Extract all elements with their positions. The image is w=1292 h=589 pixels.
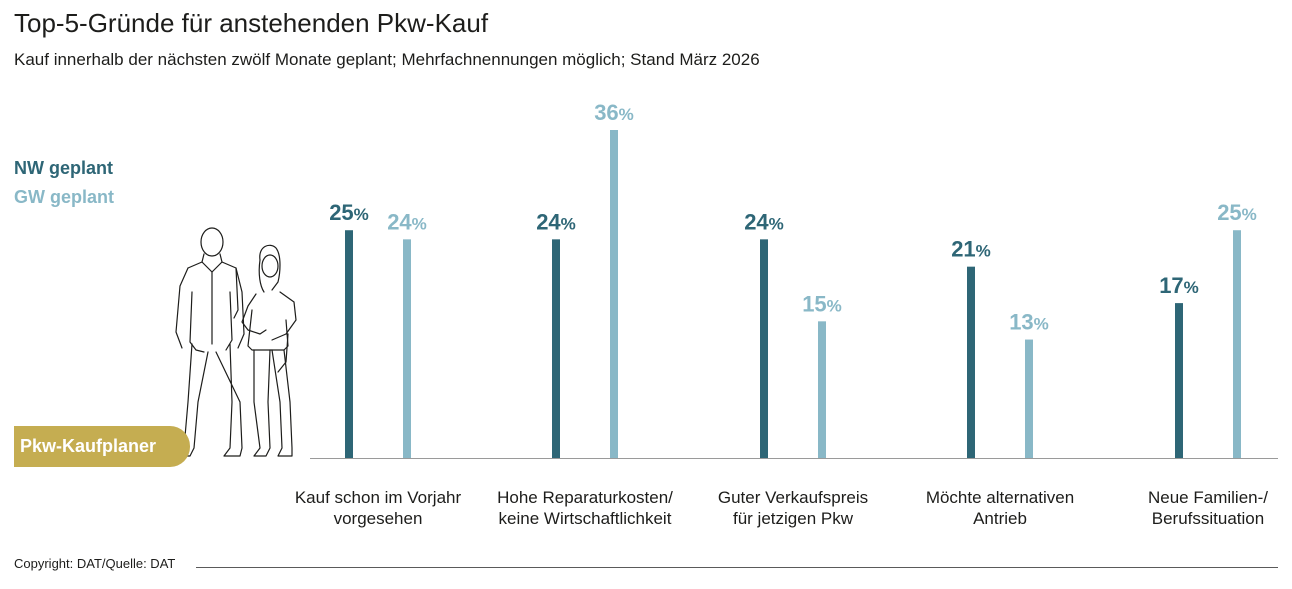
value-label-nw-5: 17% <box>1159 273 1199 298</box>
legend-gw: GW geplant <box>14 187 114 207</box>
copyright-note: Copyright: DAT/Quelle: DAT <box>14 556 176 571</box>
people-illustration-icon <box>175 227 297 457</box>
bar-gw-1 <box>403 239 411 458</box>
value-label-nw-1: 25% <box>329 200 369 225</box>
bar-nw-2 <box>552 239 560 458</box>
footer-divider <box>196 567 1278 568</box>
bar-gw-2 <box>610 130 618 458</box>
category-label-5: Neue Familien-/Berufssituation <box>1148 488 1268 528</box>
category-label-3: Guter Verkaufspreis für jetzigen Pkw <box>718 488 868 528</box>
value-label-gw-2: 36% <box>594 100 634 125</box>
bar-gw-4 <box>1025 339 1033 458</box>
bar-nw-3 <box>760 239 768 458</box>
bar-gw-3 <box>818 321 826 458</box>
pkw-kaufplaner-badge: Pkw-Kaufplaner <box>14 426 190 467</box>
bar-nw-1 <box>345 230 353 458</box>
chart-subtitle: Kauf innerhalb der nächsten zwölf Monate… <box>14 50 760 69</box>
value-label-gw-3: 15% <box>802 291 842 316</box>
category-label-4: Möchte alternativen Antrieb <box>926 488 1074 528</box>
value-label-nw-2: 24% <box>536 209 576 234</box>
legend-nw: NW geplant <box>14 158 113 178</box>
category-label-2: Hohe Reparaturkosten/keine Wirtschaftlic… <box>497 488 673 528</box>
value-label-gw-5: 25% <box>1217 200 1257 225</box>
bar-nw-4 <box>967 266 975 458</box>
value-label-nw-4: 21% <box>951 237 991 262</box>
value-label-nw-3: 24% <box>744 209 784 234</box>
value-label-gw-1: 24% <box>387 209 427 234</box>
chart-title: Top-5-Gründe für anstehenden Pkw-Kauf <box>14 8 489 38</box>
bar-gw-5 <box>1233 230 1241 458</box>
value-label-gw-4: 13% <box>1009 310 1049 335</box>
bar-nw-5 <box>1175 303 1183 458</box>
category-label-1: Kauf schon im Vorjahr vorgesehen <box>295 488 462 528</box>
